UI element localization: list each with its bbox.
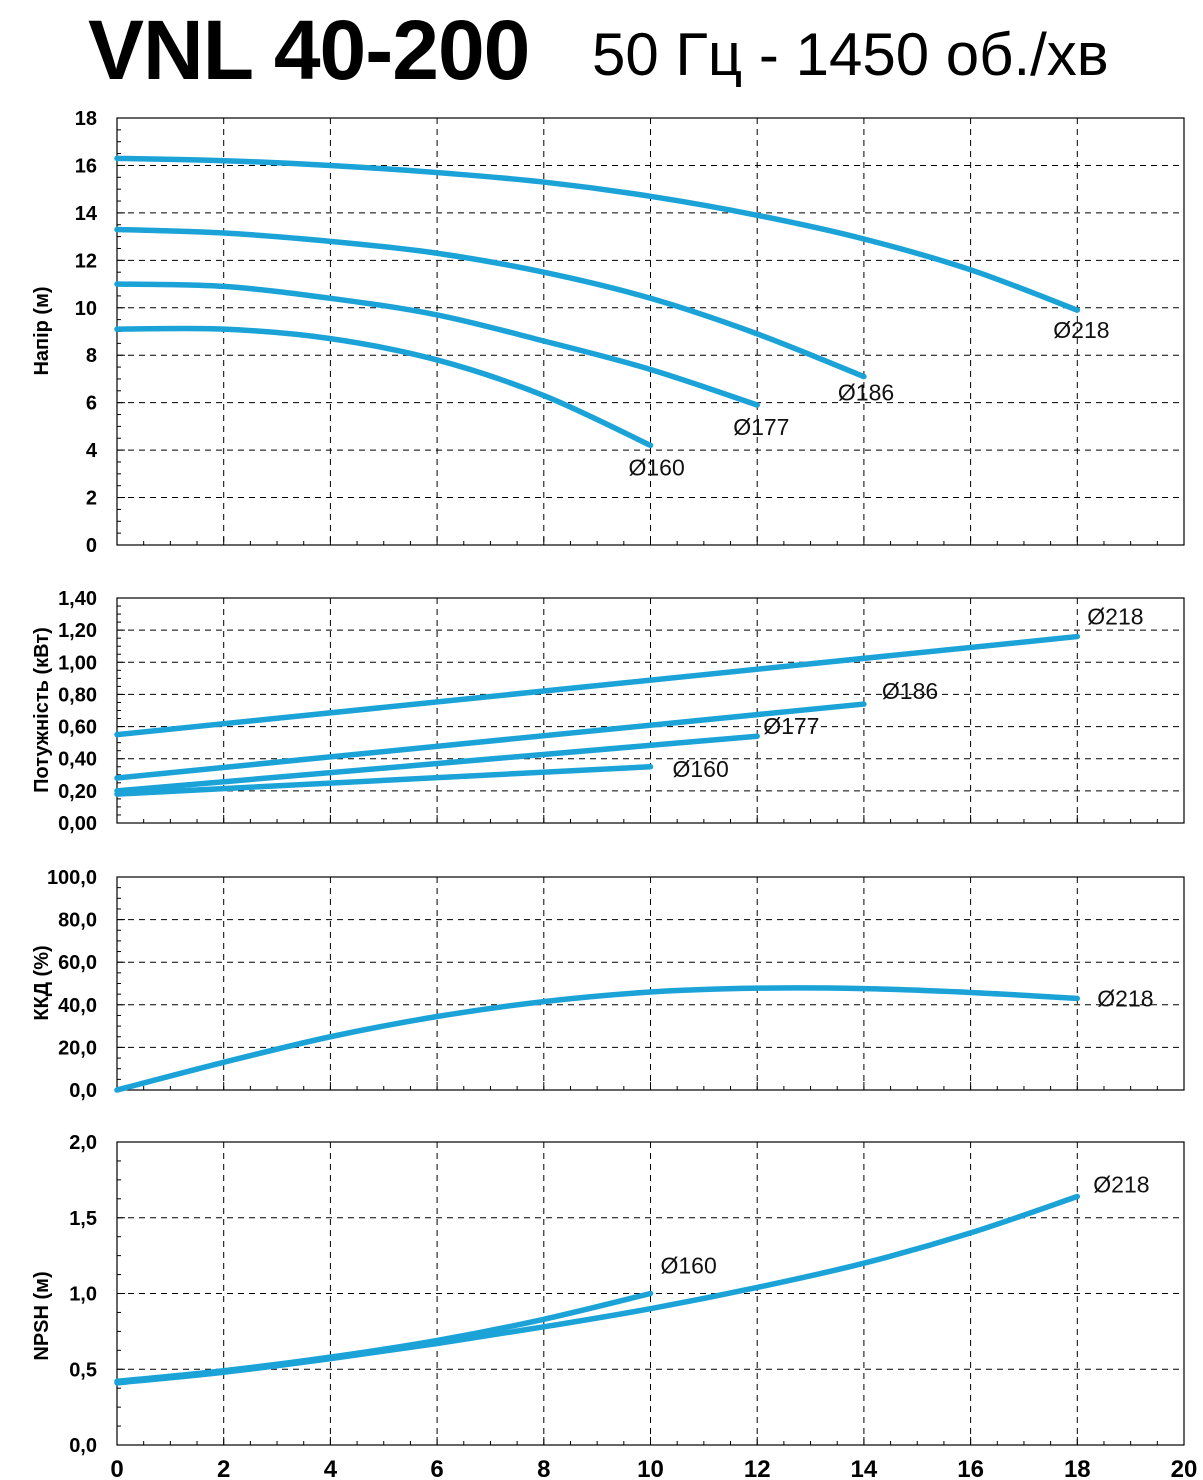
title-speed: 50 Гц - 1450 об./хв xyxy=(592,21,1109,88)
x-tick-label: 6 xyxy=(430,1456,443,1480)
x-tick-label: 4 xyxy=(324,1456,338,1480)
y-tick-label: 0 xyxy=(86,535,97,557)
series-label-d218: Ø218 xyxy=(1097,985,1153,1011)
series-line-d160 xyxy=(114,325,654,449)
x-tick-label: 8 xyxy=(537,1456,550,1480)
y-axis-label: NPSH (м) xyxy=(31,1271,53,1360)
y-tick-label: 0,80 xyxy=(58,684,97,706)
y-tick-label: 40,0 xyxy=(58,995,97,1017)
y-tick-label: 1,00 xyxy=(58,652,97,674)
y-axis-label: ККД (%) xyxy=(31,945,53,1020)
y-tick-label: 1,0 xyxy=(69,1284,97,1306)
series-line-d160 xyxy=(114,1290,654,1385)
series-line-d177 xyxy=(114,281,760,408)
chart-efficiency: 0,0 20,0 40,0 60,0 80,0 100,0 ККД (%) Ø218 xyxy=(31,867,1185,1102)
y-tick-label: 14 xyxy=(75,203,98,225)
series-line-d186 xyxy=(114,226,867,380)
series-line-d177 xyxy=(114,733,760,794)
y-axis-label: Напір (м) xyxy=(31,286,53,375)
y-tick-label: 1,40 xyxy=(58,588,97,610)
chart-power: 0,00 0,20 0,40 0,60 0,80 1,00 1,20 1,40Потужніс… xyxy=(31,588,1185,835)
x-tick-label: 12 xyxy=(744,1456,771,1480)
y-tick-label: 0,0 xyxy=(69,1435,97,1457)
x-tick-label: 16 xyxy=(957,1456,984,1480)
series-label-d177: Ø177 xyxy=(763,713,819,739)
series-line-d218 xyxy=(114,1193,1081,1386)
x-tick-label: 20 xyxy=(1171,1456,1198,1480)
y-tick-label: 1,5 xyxy=(69,1208,97,1230)
y-tick-label: 2 xyxy=(86,488,97,510)
y-tick-label: 2,0 xyxy=(69,1132,97,1154)
y-tick-label: 0,40 xyxy=(58,749,97,771)
series-label-d218: Ø218 xyxy=(1087,604,1143,630)
y-tick-label: 0,20 xyxy=(58,781,97,803)
series-line-d186 xyxy=(114,701,867,781)
series-line-d160 xyxy=(114,764,654,797)
x-tick-label: 10 xyxy=(637,1456,664,1480)
y-tick-label: 6 xyxy=(86,393,97,415)
x-tick-label: 2 xyxy=(217,1456,230,1480)
chart-npsh: 0,0 0,5 1,0 1,5 2,0 0 2 4 6 8 10 12 14 16 18 20 NPSH (м)… xyxy=(31,1132,1197,1480)
x-tick-label: 14 xyxy=(851,1456,878,1480)
chart-head: 0 2 4 6 8 10 12 14 16 18 Напір (м) Ø218 Ø186 Ø177 Ø160 xyxy=(31,108,1185,557)
series-label-d160: Ø160 xyxy=(629,454,685,480)
series-label-d186: Ø186 xyxy=(882,678,938,704)
y-tick-label: 100,0 xyxy=(47,867,97,889)
y-tick-label: 4 xyxy=(86,440,98,462)
y-tick-label: 8 xyxy=(86,345,97,367)
x-tick-label: 0 xyxy=(110,1456,123,1480)
page-title: VNL 40-200 50 Гц - 1450 об./хв xyxy=(0,0,1203,100)
series-label-d160: Ø160 xyxy=(661,1253,717,1279)
y-tick-label: 60,0 xyxy=(58,952,97,974)
series-line-d218 xyxy=(114,155,1081,313)
series-line-d218 xyxy=(114,985,1081,1093)
y-tick-label: 0,00 xyxy=(58,813,97,835)
y-tick-label: 80,0 xyxy=(58,910,97,932)
x-tick-label: 18 xyxy=(1064,1456,1091,1480)
series-label-d177: Ø177 xyxy=(733,414,789,440)
series-line-d218 xyxy=(114,633,1081,738)
y-tick-label: 1,20 xyxy=(58,620,97,642)
y-tick-label: 0,0 xyxy=(69,1080,97,1102)
y-tick-label: 10 xyxy=(75,298,97,320)
series-label-d218: Ø218 xyxy=(1093,1172,1149,1198)
y-tick-label: 16 xyxy=(75,155,97,177)
y-tick-label: 0,5 xyxy=(69,1359,97,1381)
y-tick-label: 12 xyxy=(75,250,97,272)
y-tick-label: 20,0 xyxy=(58,1037,97,1059)
y-tick-label: 0,60 xyxy=(58,717,97,739)
series-label-d218: Ø218 xyxy=(1053,317,1109,343)
y-tick-label: 18 xyxy=(75,108,97,130)
title-model: VNL 40-200 xyxy=(88,3,530,97)
series-label-d160: Ø160 xyxy=(673,756,729,782)
y-axis-label: Потужність (кВт) xyxy=(31,627,53,793)
series-label-d186: Ø186 xyxy=(838,380,894,406)
